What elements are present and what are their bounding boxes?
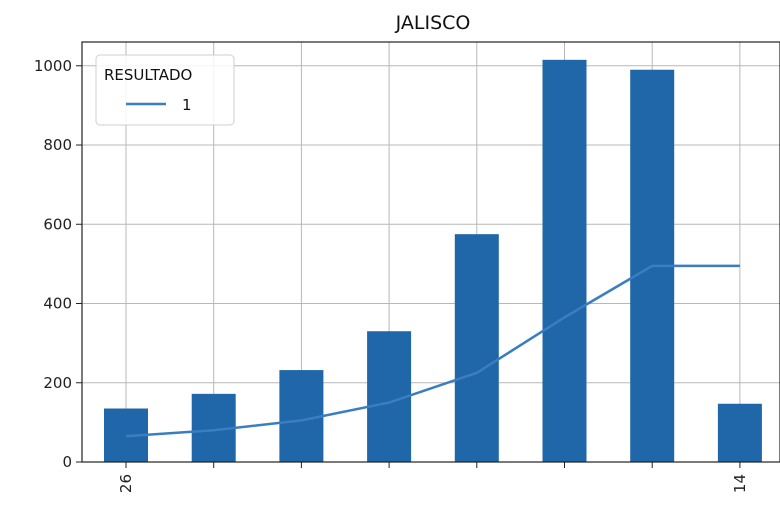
y-axis: 0 200 400 600 800 1000 [34,57,82,471]
legend-box [95,54,235,126]
legend-series-label: 1 [182,96,192,114]
plot-frame [81,41,780,463]
bar [454,234,499,462]
y-tick-label: 400 [43,295,72,313]
bar [542,59,587,462]
series-line [125,264,740,438]
line-series [125,264,740,438]
y-tick-label: 800 [43,136,72,154]
chart-title: JALISCO [395,12,471,34]
y-tick-label: 600 [43,215,72,233]
y-tick-label: 0 [62,453,72,471]
x-tick-label: 14 [731,474,749,493]
bar [279,370,324,462]
y-tick-label: 1000 [34,57,72,75]
bar [717,403,762,462]
legend: RESULTADO 1 [95,54,235,126]
x-axis: 26 14 [117,462,749,493]
y-tick-label: 200 [43,374,72,392]
x-tick-label: 26 [117,474,135,493]
legend-title: RESULTADO [104,66,192,84]
